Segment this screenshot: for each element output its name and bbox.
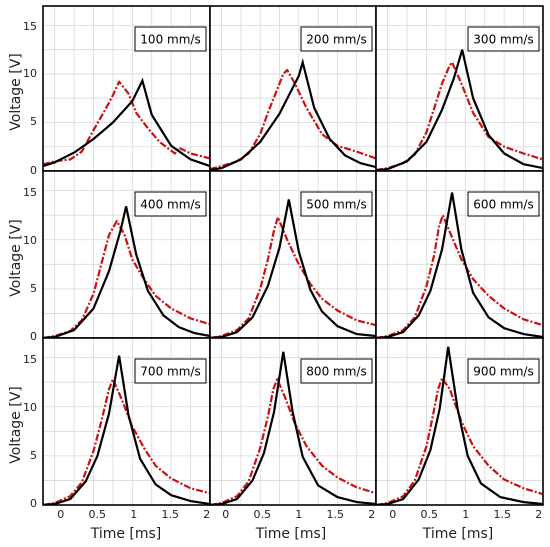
x-axis-title-col1: Time [ms] xyxy=(90,526,162,542)
model-series-line xyxy=(376,346,543,505)
measured-series-line xyxy=(376,377,543,505)
x-tick-col1-0: 0 xyxy=(57,508,64,521)
y-axis-title-row2: Voltage [V] xyxy=(8,219,24,296)
x-tick-col1-2: 1 xyxy=(130,508,137,521)
speed-label: 400 mm/s xyxy=(140,198,200,212)
model-series-line xyxy=(43,77,210,168)
x-axis-titles: Time [ms] Time [ms] Time [ms] xyxy=(90,526,494,542)
model-series-line xyxy=(376,49,543,171)
panel-3: 300 mm/s xyxy=(375,5,544,172)
speed-label-box xyxy=(300,191,373,217)
x-tick-labels: 0 0.5 1 1.5 2 0 0.5 1 1.5 2 0 0.5 1 1.5 … xyxy=(57,508,542,521)
x-axis-title-col3: Time [ms] xyxy=(422,526,494,542)
measured-series-line xyxy=(210,216,376,338)
y-tick-labels: 0 5 10 15 0 5 10 15 0 5 10 15 xyxy=(23,20,37,510)
x-tick-col3-0: 0 xyxy=(389,508,396,521)
speed-label: 800 mm/s xyxy=(306,365,366,379)
y-tick-row3-5: 5 xyxy=(30,449,37,462)
x-tick-col2-2: 1 xyxy=(295,508,302,521)
speed-label: 100 mm/s xyxy=(140,33,200,47)
measured-series-line xyxy=(43,378,210,505)
speed-label: 500 mm/s xyxy=(306,198,366,212)
speed-label: 600 mm/s xyxy=(473,198,533,212)
panel-2: 200 mm/s xyxy=(209,5,377,172)
y-tick-row2-15: 15 xyxy=(23,186,37,199)
y-tick-row3-10: 10 xyxy=(23,401,37,414)
panel-5: 500 mm/s xyxy=(209,170,377,339)
x-tick-col3-1: 0.5 xyxy=(421,508,439,521)
speed-label-box xyxy=(134,358,207,384)
y-axis-title-row3: Voltage [V] xyxy=(8,386,24,463)
speed-label: 300 mm/s xyxy=(473,33,533,47)
panel-1: 100 mm/s xyxy=(42,5,211,172)
measured-series-line xyxy=(210,378,376,505)
speed-label-box xyxy=(467,191,540,217)
model-series-line xyxy=(210,199,376,338)
y-tick-row1-15: 15 xyxy=(23,20,37,33)
speed-label-box xyxy=(467,26,540,52)
panel-4: 400 mm/s xyxy=(42,170,211,339)
speed-label-box xyxy=(300,358,373,384)
x-tick-col1-4: 2 xyxy=(203,508,210,521)
panel-frame xyxy=(375,337,544,506)
model-series-line xyxy=(43,355,210,505)
measured-series-line xyxy=(43,220,210,338)
x-tick-col2-3: 1.5 xyxy=(327,508,345,521)
measured-series-line xyxy=(43,80,210,166)
speed-label: 700 mm/s xyxy=(140,365,200,379)
panel-6: 600 mm/s xyxy=(375,170,544,339)
y-axis-titles: Voltage [V] Voltage [V] Voltage [V] xyxy=(8,53,24,463)
y-tick-row1-10: 10 xyxy=(23,67,37,80)
x-axis-title-col2: Time [ms] xyxy=(255,526,327,542)
model-series-line xyxy=(376,192,543,338)
x-tick-col1-1: 0.5 xyxy=(89,508,107,521)
speed-label-box xyxy=(467,358,540,384)
y-tick-row2-10: 10 xyxy=(23,234,37,247)
y-tick-row2-5: 5 xyxy=(30,282,37,295)
speed-label-box xyxy=(300,26,373,52)
y-tick-row3-0: 0 xyxy=(30,497,37,510)
y-axis-title-row1: Voltage [V] xyxy=(8,53,24,130)
y-tick-row2-0: 0 xyxy=(30,330,37,343)
x-tick-col2-1: 0.5 xyxy=(254,508,272,521)
panel-9: 900 mm/s xyxy=(375,337,544,506)
y-tick-row1-5: 5 xyxy=(30,115,37,128)
y-tick-row1-0: 0 xyxy=(30,164,37,177)
x-tick-col3-3: 1.5 xyxy=(494,508,512,521)
x-tick-col1-3: 1.5 xyxy=(162,508,180,521)
panel-8: 800 mm/s xyxy=(209,337,377,506)
x-tick-col3-4: 2 xyxy=(535,508,542,521)
speed-label-box xyxy=(134,26,207,52)
x-tick-col2-0: 0 xyxy=(222,508,229,521)
grid xyxy=(376,338,544,505)
panels-layer: 100 mm/s 200 mm/s 300 mm/s 400 mm/s 500 mm/s… xyxy=(42,5,544,506)
model-series-line xyxy=(210,351,376,505)
y-tick-row3-15: 15 xyxy=(23,353,37,366)
x-tick-col2-4: 2 xyxy=(368,508,375,521)
x-tick-col3-2: 1 xyxy=(462,508,469,521)
speed-label-box xyxy=(134,191,207,217)
panel-7: 700 mm/s xyxy=(42,337,211,506)
speed-label: 900 mm/s xyxy=(473,365,533,379)
model-series-line xyxy=(210,58,376,171)
model-series-line xyxy=(43,206,210,338)
speed-label: 200 mm/s xyxy=(306,33,366,47)
